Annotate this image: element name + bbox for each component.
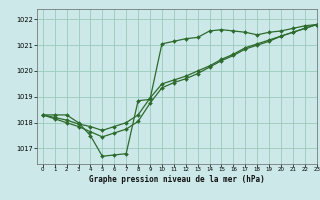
X-axis label: Graphe pression niveau de la mer (hPa): Graphe pression niveau de la mer (hPa) xyxy=(89,175,265,184)
